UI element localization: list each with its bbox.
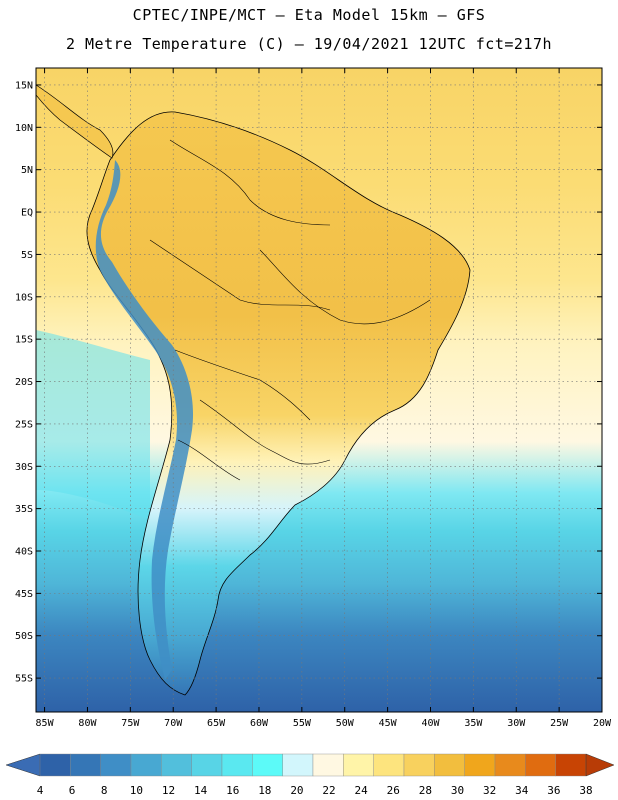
longitude-labels: 85W 80W 75W 70W 65W 60W 55W 50W 45W 40W 35W 30W 25W 2… bbox=[36, 718, 612, 729]
colorbar-swatch bbox=[494, 753, 526, 777]
colorbar-low-arrow bbox=[5, 753, 41, 777]
colorbar-swatch bbox=[312, 753, 344, 777]
map-frame bbox=[35, 67, 603, 713]
lat-label: 10S bbox=[15, 292, 33, 303]
south-america-land bbox=[86, 111, 471, 696]
colorbar: 4 6 8 10 12 14 16 18 20 22 24 26 28 30 32 34 36 38 bbox=[5, 753, 615, 797]
colorbar-label: 36 bbox=[547, 784, 560, 797]
colorbar-swatch bbox=[403, 753, 435, 777]
colorbar-label: 38 bbox=[579, 784, 592, 797]
lon-label: 60W bbox=[250, 718, 269, 729]
colorbar-label: 4 bbox=[37, 784, 44, 797]
colorbar-label: 26 bbox=[387, 784, 400, 797]
colorbar-swatch bbox=[343, 753, 374, 777]
colorbar-label: 12 bbox=[162, 784, 175, 797]
country-borders bbox=[149, 139, 431, 481]
colorbar-label: 18 bbox=[258, 784, 271, 797]
colorbar-label: 22 bbox=[322, 784, 335, 797]
lat-label: 55S bbox=[15, 674, 33, 685]
andes-cold-ridge bbox=[95, 160, 194, 680]
lat-label: 45S bbox=[15, 589, 33, 600]
lat-label: 5N bbox=[21, 165, 33, 176]
central-america-land bbox=[36, 84, 114, 159]
lon-label: 65W bbox=[207, 718, 226, 729]
colorbar-swatch bbox=[130, 753, 162, 777]
lon-label: 30W bbox=[507, 718, 526, 729]
lat-label: 30S bbox=[15, 462, 33, 473]
lat-label: 15N bbox=[15, 80, 33, 91]
colorbar-label: 6 bbox=[69, 784, 76, 797]
lon-label: 40W bbox=[421, 718, 440, 729]
latitude-labels: 15N 10N 5N EQ 5S 10S 15S 20S 25S 30S 35S 40S 45S 50S 5… bbox=[15, 80, 33, 684]
lat-label: EQ bbox=[21, 208, 33, 219]
lon-label: 25W bbox=[550, 718, 569, 729]
colorbar-swatch bbox=[39, 753, 71, 777]
colorbar-label: 28 bbox=[419, 784, 432, 797]
colorbar-label: 16 bbox=[226, 784, 239, 797]
colorbar-label: 10 bbox=[130, 784, 143, 797]
lon-label: 55W bbox=[293, 718, 312, 729]
colorbar-swatch bbox=[221, 753, 253, 777]
lon-label: 85W bbox=[36, 718, 55, 729]
colorbar-label: 30 bbox=[451, 784, 464, 797]
lon-label: 80W bbox=[78, 718, 97, 729]
colorbar-swatch bbox=[464, 753, 496, 777]
lat-label: 10N bbox=[15, 123, 33, 134]
colorbar-label: 32 bbox=[483, 784, 496, 797]
lat-label: 35S bbox=[15, 504, 33, 515]
lon-label: 50W bbox=[336, 718, 355, 729]
colorbar-swatch bbox=[373, 753, 405, 777]
graticule bbox=[36, 68, 602, 712]
colorbar-swatch bbox=[434, 753, 465, 777]
lat-label: 40S bbox=[15, 547, 33, 558]
colorbar-swatch bbox=[525, 753, 556, 777]
lat-label: 25S bbox=[15, 419, 33, 430]
colorbar-label: 24 bbox=[355, 784, 369, 797]
lat-label: 15S bbox=[15, 335, 33, 346]
lon-label: 45W bbox=[379, 718, 398, 729]
colorbar-swatch bbox=[252, 753, 283, 777]
lat-label: 20S bbox=[15, 377, 33, 388]
colorbar-label: 8 bbox=[101, 784, 108, 797]
lon-label: 75W bbox=[121, 718, 140, 729]
colorbar-label: 34 bbox=[515, 784, 529, 797]
colorbar-swatch bbox=[555, 753, 587, 777]
lon-label: 70W bbox=[164, 718, 183, 729]
colorbar-swatch bbox=[161, 753, 192, 777]
colorbar-swatch bbox=[70, 753, 101, 777]
colorbar-label: 20 bbox=[290, 784, 303, 797]
axis-ticks bbox=[36, 68, 603, 712]
colorbar-swatch bbox=[100, 753, 132, 777]
map-title-line2: 2 Metre Temperature (C) – 19/04/2021 12U… bbox=[65, 35, 553, 53]
colorbar-high-arrow bbox=[585, 753, 615, 777]
lon-label: 20W bbox=[593, 718, 612, 729]
lat-label: 50S bbox=[15, 631, 33, 642]
pacific-cool-band bbox=[36, 330, 150, 520]
colorbar-swatch bbox=[191, 753, 223, 777]
colorbar-label: 14 bbox=[194, 784, 208, 797]
lon-label: 35W bbox=[464, 718, 483, 729]
lat-label: 5S bbox=[21, 250, 33, 261]
map-title-line1: CPTEC/INPE/MCT – Eta Model 15km – GFS bbox=[132, 6, 486, 24]
colorbar-swatch bbox=[282, 753, 314, 777]
